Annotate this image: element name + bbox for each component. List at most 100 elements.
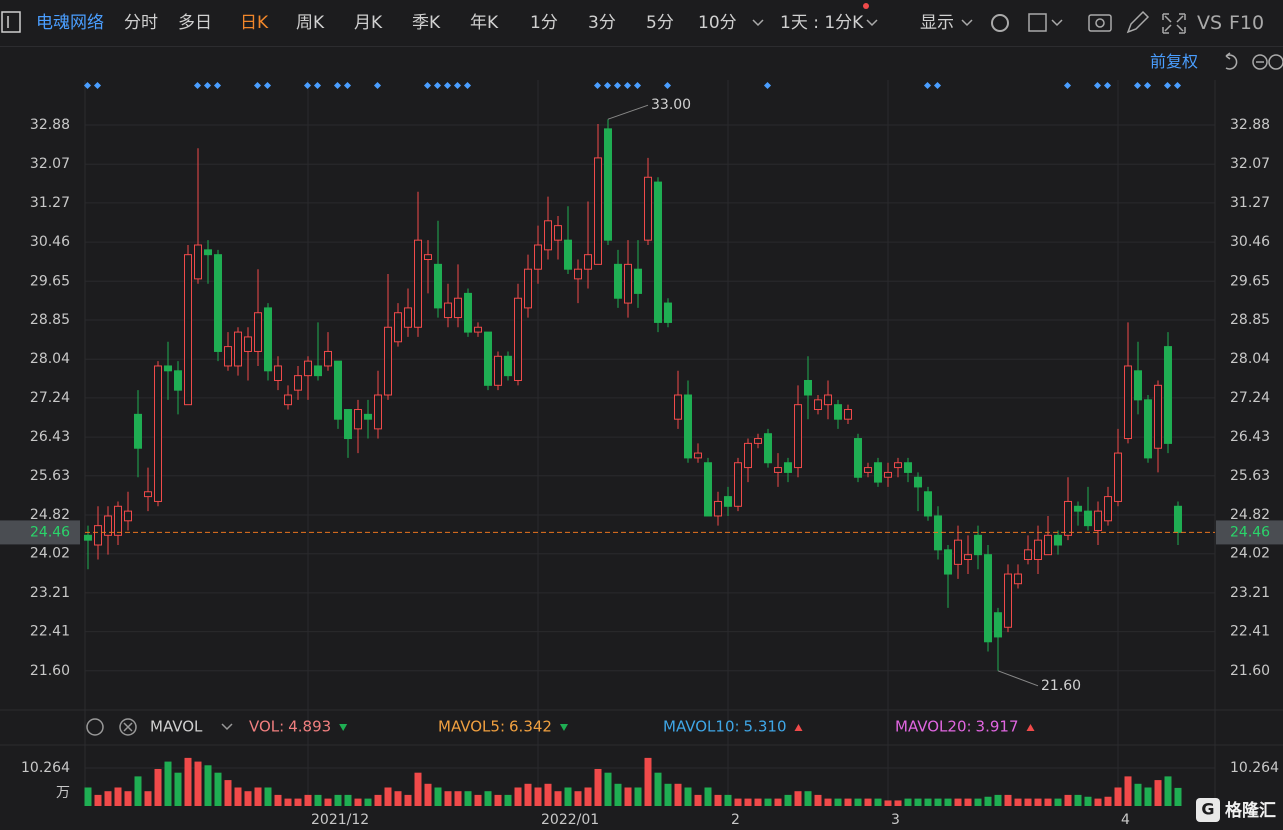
volume-bar (774, 798, 782, 806)
adjust-menu[interactable]: 前复权 (1150, 52, 1199, 71)
candle-body (604, 128, 612, 241)
event-marker (453, 81, 462, 90)
volume-bar (294, 798, 302, 806)
candle-body (894, 462, 902, 469)
f10-button[interactable]: F10 (1229, 12, 1265, 34)
volume-bar (1174, 787, 1182, 806)
candle-body (964, 554, 972, 561)
volume-bar (804, 791, 812, 806)
event-marker (93, 81, 102, 90)
candle-body (514, 297, 522, 381)
volume-bar (194, 761, 202, 806)
candle-body (534, 244, 542, 270)
menu-icon[interactable] (1, 11, 21, 33)
candle-body (634, 268, 642, 294)
camera-icon[interactable] (1088, 14, 1112, 32)
volume-bar (744, 798, 752, 806)
annotation-leader (607, 104, 649, 120)
period-tab[interactable]: 5分 (646, 13, 674, 33)
candle-body (504, 355, 512, 377)
period-tab[interactable]: 日K (240, 13, 269, 33)
legend-name: MAVOL20: (895, 718, 972, 736)
candle-body (684, 394, 692, 459)
period-tab[interactable]: 3分 (588, 13, 616, 33)
event-marker (313, 81, 322, 90)
x-tick-label: 3 (891, 812, 900, 828)
period-tab[interactable]: 年K (470, 13, 499, 33)
volume-bar (164, 761, 172, 806)
y-tick-label: 29.65 (30, 273, 70, 289)
candle-body (574, 268, 582, 280)
candle-body (294, 375, 302, 391)
volume-bar (1104, 796, 1112, 806)
candle-body (1094, 510, 1102, 531)
volume-bar (924, 798, 932, 806)
fullscreen-icon[interactable] (1162, 13, 1186, 34)
event-marker (1103, 81, 1112, 90)
candle-body (544, 220, 552, 251)
volume-bar (1164, 776, 1172, 806)
square-icon[interactable] (1028, 13, 1047, 32)
last-price-box-right (1216, 520, 1283, 545)
candle-body (854, 438, 862, 478)
zoom-out-icon[interactable] (1252, 54, 1268, 70)
last-price-label: 24.46 (30, 524, 70, 540)
candle-body (154, 365, 162, 502)
volume-bar (274, 794, 282, 806)
trend-arrow (559, 724, 568, 731)
event-marker (343, 81, 352, 90)
volume-bar (394, 791, 402, 806)
volume-bar (1064, 794, 1072, 806)
indicator-settings[interactable] (86, 718, 104, 736)
candle-body (214, 254, 222, 352)
y-tick-label-right: 21.60 (1230, 663, 1270, 679)
volume-bar (444, 791, 452, 806)
event-marker (253, 81, 262, 90)
candle-body (584, 254, 592, 270)
settings-icon[interactable] (991, 14, 1009, 32)
candle-body (1154, 384, 1162, 449)
zoom-in-icon[interactable] (1268, 54, 1283, 70)
candle-body (754, 438, 762, 444)
volume-bar (204, 765, 212, 806)
trend-arrow (339, 724, 348, 731)
indicator-close[interactable] (119, 718, 137, 736)
candle-body (554, 225, 562, 241)
period-tab[interactable]: 季K (412, 13, 441, 33)
volume-bar (264, 787, 272, 806)
volume-bar (434, 787, 442, 806)
candle-body (744, 442, 752, 469)
period-tab[interactable]: 多日 (178, 13, 212, 33)
event-marker (1173, 81, 1182, 90)
undo-icon[interactable] (1225, 52, 1238, 70)
volume-bar (904, 798, 912, 806)
legend-name: MAVOL10: (663, 718, 740, 736)
candle-body (184, 254, 192, 406)
stock-name[interactable]: 电魂网络 (36, 13, 104, 33)
volume-bar (764, 798, 772, 806)
volume-bar (114, 787, 122, 806)
vs-button[interactable]: VS (1197, 12, 1223, 34)
candle-body (824, 394, 832, 406)
interval-select[interactable]: 1天 : 1分K (780, 13, 864, 33)
indicator-chevron[interactable] (221, 723, 233, 731)
candle-body (364, 413, 372, 420)
volume-bar (544, 783, 552, 806)
volume-bar (914, 798, 922, 806)
candle-body (404, 307, 412, 328)
period-tab[interactable]: 分时 (124, 13, 158, 33)
candle-body (794, 404, 802, 469)
notice-dot (863, 3, 869, 9)
pencil-icon[interactable] (1126, 10, 1150, 34)
y-tick-label-right: 23.21 (1230, 585, 1270, 601)
period-tab[interactable]: 月K (354, 13, 383, 33)
candle-body (394, 312, 402, 343)
period-tab[interactable]: 周K (296, 13, 325, 33)
display-menu[interactable]: 显示 (920, 13, 954, 33)
volume-bar (104, 791, 112, 806)
volume-bar (534, 787, 542, 806)
period-tab[interactable]: 10分 (698, 13, 737, 33)
period-tab[interactable]: 1分 (530, 13, 558, 33)
candle-body (694, 452, 702, 459)
event-marker (373, 81, 382, 90)
